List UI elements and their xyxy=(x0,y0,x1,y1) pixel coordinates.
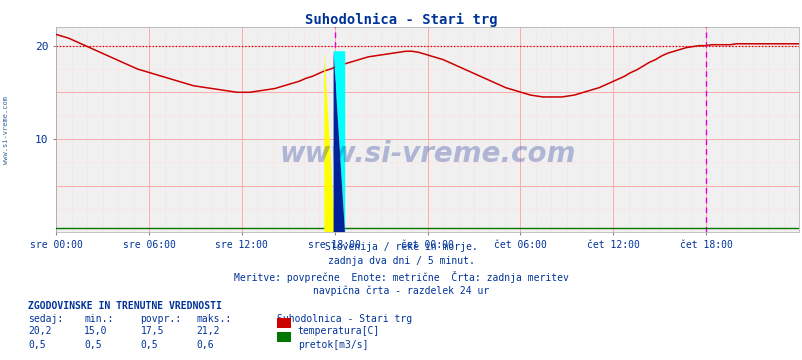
Text: 0,5: 0,5 xyxy=(84,340,102,350)
Text: sedaj:: sedaj: xyxy=(28,314,63,324)
Text: Suhodolnica - Stari trg: Suhodolnica - Stari trg xyxy=(305,13,497,27)
Text: zadnja dva dni / 5 minut.: zadnja dva dni / 5 minut. xyxy=(328,256,474,266)
Text: pretok[m3/s]: pretok[m3/s] xyxy=(298,340,368,350)
Text: min.:: min.: xyxy=(84,314,114,324)
Polygon shape xyxy=(324,51,334,236)
Text: temperatura[C]: temperatura[C] xyxy=(298,326,379,336)
Polygon shape xyxy=(333,51,345,236)
Text: www.si-vreme.com: www.si-vreme.com xyxy=(2,96,9,163)
Text: 17,5: 17,5 xyxy=(140,326,164,336)
Text: 0,5: 0,5 xyxy=(28,340,46,350)
Text: Suhodolnica - Stari trg: Suhodolnica - Stari trg xyxy=(277,314,411,324)
Text: 15,0: 15,0 xyxy=(84,326,107,336)
Text: 21,2: 21,2 xyxy=(196,326,220,336)
Text: Meritve: povprečne  Enote: metrične  Črta: zadnja meritev: Meritve: povprečne Enote: metrične Črta:… xyxy=(233,271,569,283)
Text: ZGODOVINSKE IN TRENUTNE VREDNOSTI: ZGODOVINSKE IN TRENUTNE VREDNOSTI xyxy=(28,301,221,311)
Text: navpična črta - razdelek 24 ur: navpična črta - razdelek 24 ur xyxy=(313,285,489,296)
Text: www.si-vreme.com: www.si-vreme.com xyxy=(279,140,575,168)
Text: Slovenija / reke in morje.: Slovenija / reke in morje. xyxy=(325,242,477,252)
Text: povpr.:: povpr.: xyxy=(140,314,181,324)
Text: 0,6: 0,6 xyxy=(196,340,214,350)
Text: 20,2: 20,2 xyxy=(28,326,51,336)
Polygon shape xyxy=(333,51,345,236)
Text: 0,5: 0,5 xyxy=(140,340,158,350)
Text: maks.:: maks.: xyxy=(196,314,232,324)
